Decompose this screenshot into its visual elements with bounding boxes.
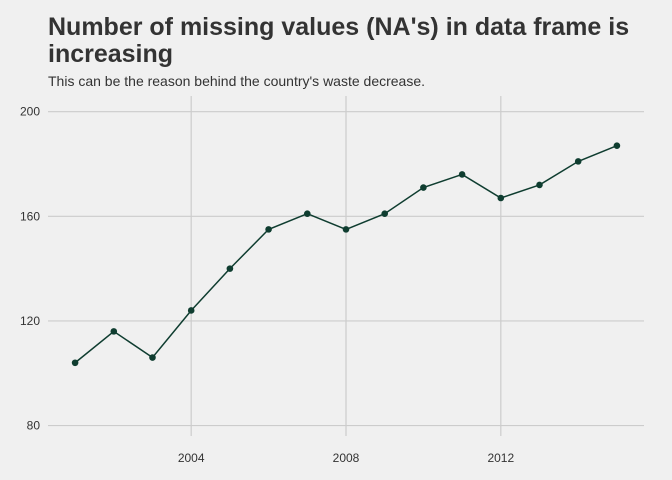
data-point bbox=[342, 226, 350, 233]
data-point bbox=[110, 328, 118, 335]
data-point bbox=[420, 184, 427, 191]
data-point bbox=[187, 307, 195, 314]
data-point bbox=[458, 171, 466, 178]
data-point bbox=[536, 181, 543, 189]
chart-subtitle: This can be the reason behind the countr… bbox=[48, 73, 426, 89]
grid-lines bbox=[48, 96, 644, 436]
data-point bbox=[497, 194, 505, 202]
axis-tick-labels: 80 120 160 200 2004 2008 2012 bbox=[20, 105, 515, 465]
chart-title: Number of missing values (NA's) in data … bbox=[48, 13, 630, 68]
x-tick-label: 2004 bbox=[178, 451, 205, 465]
data-point bbox=[613, 142, 621, 149]
data-point bbox=[381, 210, 389, 217]
data-point bbox=[265, 226, 272, 233]
x-tick-label: 2008 bbox=[333, 451, 360, 465]
x-tick-label: 2012 bbox=[487, 451, 514, 465]
series-layer bbox=[71, 142, 621, 367]
data-point bbox=[149, 354, 156, 361]
y-tick-label: 200 bbox=[20, 105, 40, 119]
data-point bbox=[574, 158, 582, 165]
y-tick-label: 160 bbox=[20, 209, 40, 223]
data-point bbox=[226, 265, 234, 272]
y-tick-label: 80 bbox=[27, 419, 41, 433]
data-point bbox=[71, 359, 79, 367]
data-point bbox=[303, 210, 311, 217]
y-tick-label: 120 bbox=[20, 314, 40, 328]
